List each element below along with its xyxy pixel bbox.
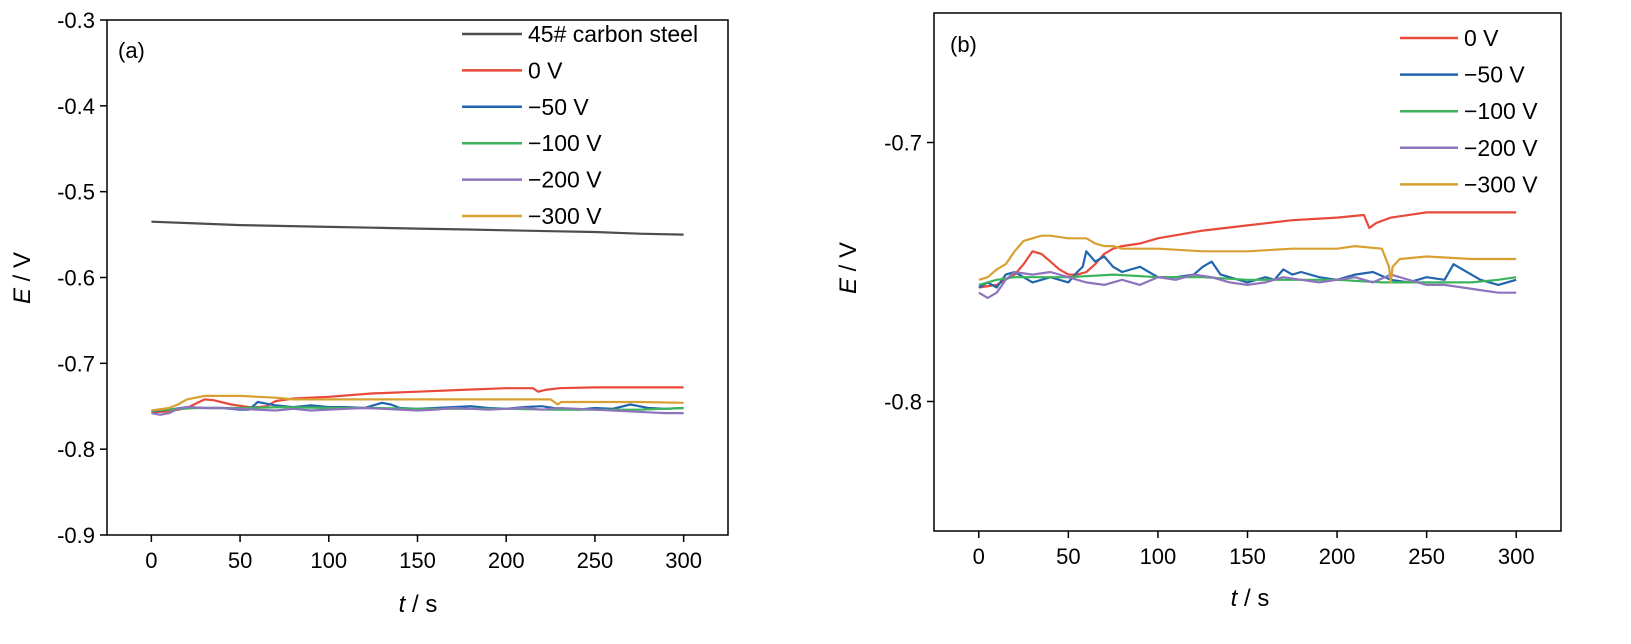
legend-label: −50 V [528, 94, 589, 120]
x-axis: 0 50 100 150 200 250 300 [145, 535, 702, 573]
x-tick-label: 300 [1498, 544, 1535, 569]
x-tick-label: 150 [399, 548, 436, 573]
y-axis-label: E / V [9, 252, 36, 304]
legend-label: −300 V [1464, 171, 1538, 197]
y-tick-label: -0.5 [57, 180, 95, 205]
y-tick-label: -0.3 [57, 8, 95, 33]
panel-label: (b) [950, 32, 977, 57]
y-axis-label: E / V [835, 242, 862, 294]
series-line [978, 234, 1517, 284]
panel-label: (a) [118, 38, 145, 63]
x-tick-label: 200 [1319, 544, 1356, 569]
series-line [151, 394, 684, 412]
x-tick-label: 50 [1056, 544, 1080, 569]
legend-label: −100 V [528, 130, 602, 156]
legend-label: −200 V [528, 167, 602, 193]
series-lines [978, 211, 1517, 299]
x-axis: 0 50 100 150 200 250 300 [973, 531, 1535, 569]
legend: 0 V −50 V −100 V −200 V −300 V [1400, 25, 1538, 197]
y-tick-label: -0.6 [57, 266, 95, 291]
x-tick-label: 0 [973, 544, 985, 569]
y-tick-label: -0.7 [884, 131, 922, 156]
y-tick-label: -0.8 [57, 437, 95, 462]
legend: 45# carbon steel 0 V −50 V −100 V −200 V −300… [462, 21, 698, 229]
series-line [151, 386, 684, 414]
series-line [151, 406, 684, 416]
legend-label: −200 V [1464, 135, 1538, 161]
x-axis-label: t / s [399, 591, 438, 618]
x-tick-label: 50 [228, 548, 252, 573]
y-axis: -0.3 -0.4 -0.5 -0.6 -0.7 -0.8 -0.9 [57, 8, 107, 548]
y-axis: -0.7 -0.8 [884, 131, 934, 415]
x-tick-label: 250 [1408, 544, 1445, 569]
panel-a: (a) 0 50 100 150 200 250 300 -0.3-0.4-0.5-0.6-… [9, 8, 729, 618]
legend-label: −100 V [1464, 98, 1538, 124]
x-tick-label: 100 [310, 548, 347, 573]
x-tick-label: 200 [488, 548, 525, 573]
x-axis-label: t / s [1231, 585, 1270, 612]
y-tick-label: -0.7 [57, 351, 95, 376]
legend-label: 0 V [1464, 25, 1499, 51]
series-lines [151, 220, 684, 416]
legend-label: 0 V [528, 57, 563, 83]
y-tick-label: -0.4 [57, 94, 95, 119]
y-tick-label: -0.8 [884, 390, 922, 415]
x-tick-label: 250 [577, 548, 614, 573]
y-tick-label: -0.9 [57, 523, 95, 548]
legend-label: −300 V [528, 203, 602, 229]
x-tick-label: 300 [665, 548, 702, 573]
x-tick-label: 0 [145, 548, 157, 573]
panel-b: (b) 0 50 100 150 200 250 300 -0.7 -0.8 0 V −50 V… [835, 12, 1562, 612]
series-line [978, 270, 1517, 299]
series-line [151, 220, 684, 236]
x-tick-label: 150 [1229, 544, 1266, 569]
plot-frame [106, 19, 729, 536]
series-line [978, 273, 1517, 286]
legend-label: −50 V [1464, 62, 1525, 88]
x-tick-label: 100 [1140, 544, 1177, 569]
legend-label: 45# carbon steel [528, 21, 698, 47]
